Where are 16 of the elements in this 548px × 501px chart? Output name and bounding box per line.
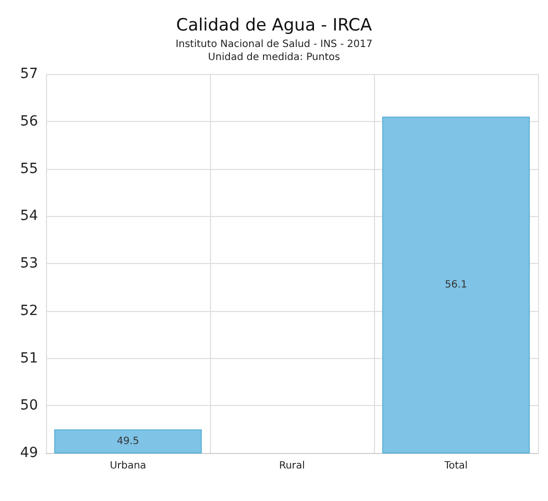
x-tick-label: Total — [443, 460, 468, 472]
x-tick-label: Urbana — [110, 460, 146, 472]
y-tick-label: 53 — [20, 256, 38, 272]
data-label: 56.1 — [444, 280, 468, 291]
y-tick-label: 57 — [20, 66, 38, 82]
y-tick-label: 54 — [20, 208, 38, 224]
y-tick-label: 55 — [20, 160, 38, 177]
y-tick-label: 50 — [20, 398, 38, 414]
y-tick-label: 56 — [20, 113, 38, 130]
chart-title: Calidad de Agua - IRCA — [176, 16, 372, 36]
chart-subtitle: Instituto Nacional de Salud - INS - 2017 Unidad de medida: Puntos — [176, 39, 372, 63]
x-tick-label: Rural — [279, 460, 305, 472]
y-tick-label: 49 — [20, 445, 38, 461]
y-tick-label: 52 — [20, 302, 38, 319]
y-tick-label: 51 — [20, 350, 38, 366]
data-label: 49.5 — [116, 436, 140, 447]
